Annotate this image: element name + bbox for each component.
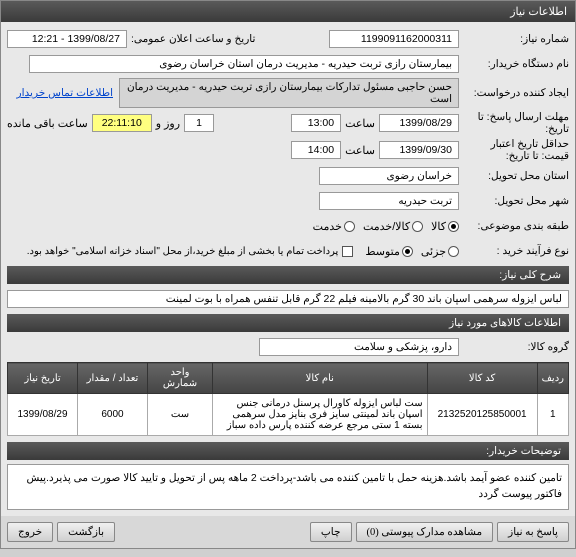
buyer-label: نام دستگاه خریدار: [459, 58, 569, 70]
req-no-label: شماره نیاز: [459, 33, 569, 45]
cell-qty: 6000 [78, 394, 148, 436]
table-row: 1 2132520125850001 ست لباس ایزوله کاورال… [8, 394, 569, 436]
radio-kala-khedmat[interactable] [412, 221, 423, 232]
col-unit: واحد شمارش [148, 363, 213, 394]
group-value: دارو، پزشکی و سلامت [259, 338, 459, 356]
validity-date: 1399/09/30 [379, 141, 459, 159]
items-table: ردیف کد کالا نام کالا واحد شمارش تعداد /… [7, 362, 569, 436]
city-label: شهر محل تحویل: [459, 195, 569, 207]
col-row: ردیف [537, 363, 568, 394]
saat-label-1: ساعت [345, 117, 375, 130]
col-name: نام کالا [213, 363, 428, 394]
process-label: نوع فرآیند خرید : [459, 245, 569, 257]
remain-suffix: ساعت باقی مانده [7, 117, 88, 130]
desc-text: لباس ایزوله سرهمی اسپان باند 30 گرم بالا… [7, 290, 569, 308]
budget-label: طبقه بندی موضوعی: [459, 220, 569, 232]
reply-button[interactable]: پاسخ به نیاز [497, 522, 569, 542]
deadline-date: 1399/08/29 [379, 114, 459, 132]
announce-label: تاریخ و ساعت اعلان عمومی: [127, 33, 255, 45]
radio-low-label: جزئی [421, 245, 446, 258]
items-bar: اطلاعات کالاهای مورد نیاز [7, 314, 569, 332]
city-value: تربت حیدریه [319, 192, 459, 210]
deadline-label: مهلت ارسال پاسخ: تا تاریخ: [459, 111, 569, 135]
buyer-note-text: تامین کننده عضو آیمد باشد.هزینه حمل با ت… [7, 464, 569, 510]
pay-note: پرداخت تمام یا بخشی از مبلغ خرید،از محل … [27, 246, 339, 257]
req-no-value: 1199091162000311 [329, 30, 459, 48]
print-button[interactable]: چاپ [310, 522, 352, 542]
group-label: گروه کالا: [459, 341, 569, 353]
contact-link[interactable]: اطلاعات تماس خریدار [17, 87, 113, 99]
time-remain: 22:11:10 [92, 114, 152, 132]
cell-date: 1399/08/29 [8, 394, 78, 436]
creator-label: ایجاد کننده درخواست: [459, 87, 569, 99]
radio-kala-khedmat-label: کالا/خدمت [363, 220, 410, 233]
panel-body: شماره نیاز: 1199091162000311 تاریخ و ساع… [1, 22, 575, 516]
footer-buttons: پاسخ به نیاز مشاهده مدارک پیوستی (0) چاپ… [1, 516, 575, 548]
radio-khedmat-label: خدمت [313, 220, 342, 233]
radio-kala[interactable] [448, 221, 459, 232]
col-code: کد کالا [427, 363, 537, 394]
process-radio-group: جزئی متوسط [365, 245, 459, 258]
cell-unit: ست [148, 394, 213, 436]
exit-button[interactable]: خروج [7, 522, 53, 542]
radio-khedmat[interactable] [344, 221, 355, 232]
col-date: تاریخ نیاز [8, 363, 78, 394]
province-value: خراسان رضوی [319, 167, 459, 185]
rooz-label: روز و [156, 117, 180, 130]
desc-bar: شرح کلی نیاز: [7, 266, 569, 284]
validity-label: حداقل تاریخ اعتبار قیمت: تا تاریخ: [459, 138, 569, 162]
cell-code: 2132520125850001 [427, 394, 537, 436]
col-qty: تعداد / مقدار [78, 363, 148, 394]
validity-time: 14:00 [291, 141, 341, 159]
buyer-value: بیمارستان رازی تربت حیدریه - مدیریت درما… [29, 55, 459, 73]
province-label: استان محل تحویل: [459, 170, 569, 182]
info-panel: اطلاعات نیاز شماره نیاز: 119909116200031… [0, 0, 576, 549]
cell-row: 1 [537, 394, 568, 436]
cell-name: ست لباس ایزوله کاورال پرسنل درمانی جنس ا… [213, 394, 428, 436]
attach-button[interactable]: مشاهده مدارک پیوستی (0) [356, 522, 494, 542]
deadline-time: 13:00 [291, 114, 341, 132]
announce-value: 1399/08/27 - 12:21 [7, 30, 127, 48]
radio-mid-label: متوسط [365, 245, 400, 258]
radio-low[interactable] [448, 246, 459, 257]
pay-checkbox[interactable] [342, 246, 353, 257]
buyer-note-bar: توضیحات خریدار: [7, 442, 569, 460]
radio-mid[interactable] [402, 246, 413, 257]
creator-value: حسن حاجبی مسئول تدارکات بیمارستان رازی ت… [119, 78, 459, 108]
radio-kala-label: کالا [431, 220, 446, 233]
panel-title: اطلاعات نیاز [1, 1, 575, 22]
days-remain: 1 [184, 114, 214, 132]
saat-label-2: ساعت [345, 144, 375, 157]
budget-radio-group: کالا کالا/خدمت خدمت [313, 220, 459, 233]
back-button[interactable]: بازگشت [57, 522, 115, 542]
